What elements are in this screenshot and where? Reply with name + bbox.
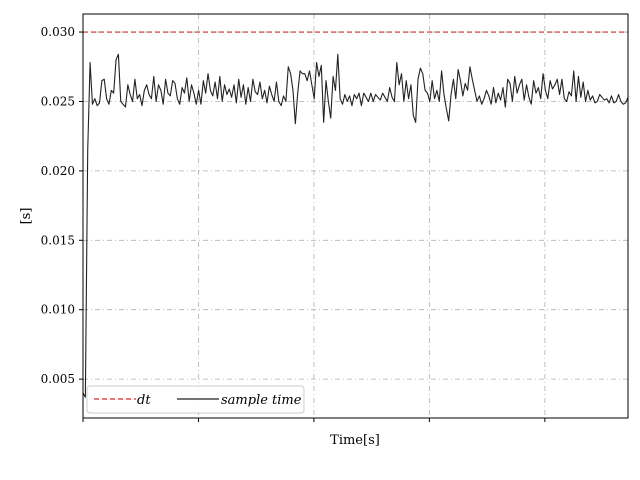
series-line-sample-time	[82, 53, 629, 398]
axis-ticks: 0.005 0.010 0.015 0.020 0.025 0.030	[41, 25, 546, 422]
y-tick-label: 0.020	[41, 164, 75, 178]
legend-label-dt: dt	[137, 393, 151, 408]
legend-label-sample-time: sample time	[221, 393, 302, 408]
y-axis-label: [s]	[19, 208, 34, 225]
y-tick-label: 0.025	[41, 94, 75, 108]
legend: dt sample time	[86, 385, 305, 414]
y-tick-label: 0.005	[41, 372, 75, 386]
x-axis-label: Time[s]	[330, 433, 380, 448]
series-lines	[82, 31, 629, 398]
y-tick-label: 0.015	[41, 233, 75, 247]
plot-frame	[82, 13, 629, 419]
y-tick-label: 0.030	[41, 25, 75, 39]
plot-background	[83, 14, 628, 418]
y-tick-label: 0.010	[41, 303, 75, 317]
